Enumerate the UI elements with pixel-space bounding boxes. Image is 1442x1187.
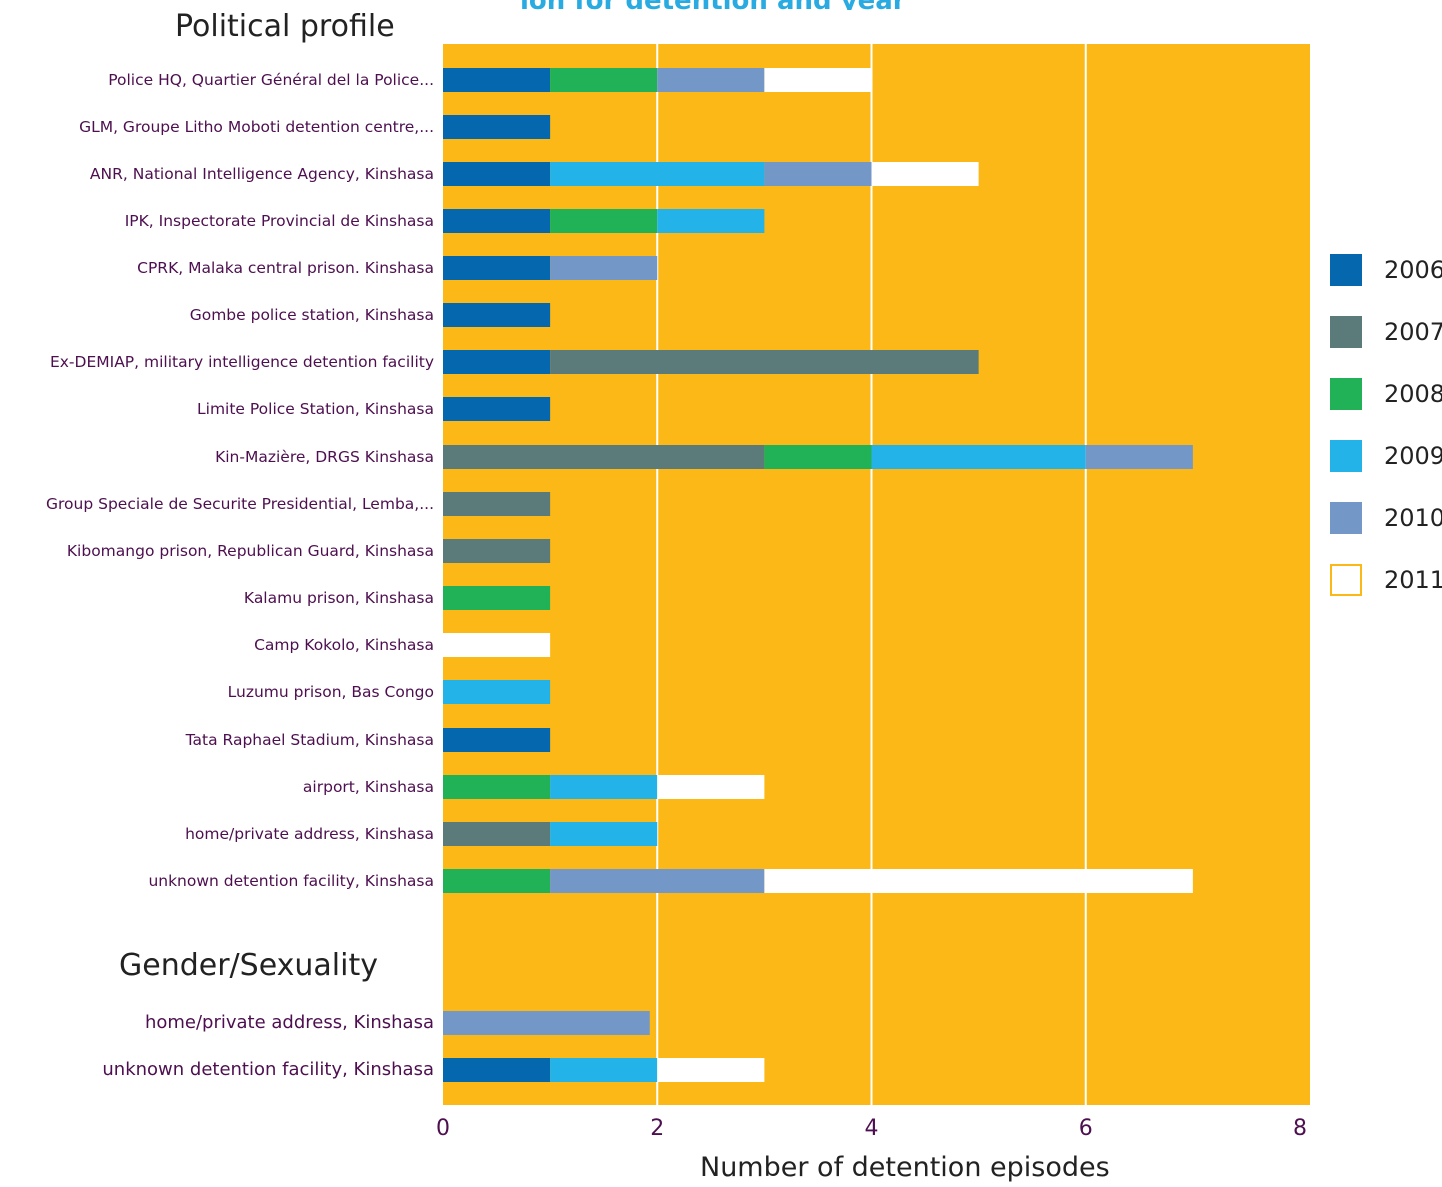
legend-label: 2009: [1384, 442, 1442, 470]
legend-swatch: [1330, 502, 1362, 534]
bar-segment-2006: [443, 162, 551, 186]
legend-label: 2011: [1384, 566, 1442, 594]
group-title: Gender/Sexuality: [119, 948, 378, 983]
row-label: Tata Raphael Stadium, Kinshasa: [185, 731, 434, 749]
bar-segment-2009: [550, 1058, 658, 1082]
bar-segment-2006: [443, 303, 551, 327]
row-label: Limite Police Station, Kinshasa: [197, 400, 434, 418]
group-title: Political profile: [175, 9, 395, 44]
bar-segment-2007: [443, 822, 551, 846]
bar-segment-2010: [550, 256, 658, 280]
legend-swatch: [1330, 378, 1362, 410]
bar-segment-2010: [550, 869, 765, 893]
bar-segment-2006: [443, 1058, 551, 1082]
legend-label: 2007: [1384, 318, 1442, 346]
bar-segment-2008: [443, 586, 551, 610]
chart-title: ion for detention and year: [520, 0, 940, 10]
legend-swatch: [1330, 564, 1362, 596]
x-tick-label: 2: [650, 1116, 665, 1141]
x-axis-title: Number of detention episodes: [700, 1152, 1110, 1183]
bar-segment-2006: [443, 728, 551, 752]
bar-segment-2008: [443, 775, 551, 799]
legend-label: 2006: [1384, 256, 1442, 284]
bar-segment-2011: [657, 1058, 765, 1082]
bar-segment-2010: [443, 1011, 650, 1035]
row-label: Kibomango prison, Republican Guard, Kins…: [66, 542, 434, 560]
row-label: GLM, Groupe Litho Moboti detention centr…: [79, 118, 434, 136]
bar-segment-2006: [443, 256, 551, 280]
bar-segment-2007: [443, 539, 551, 563]
bar-segment-2009: [657, 209, 765, 233]
bar-segment-2006: [443, 397, 551, 421]
legend-label: 2008: [1384, 380, 1442, 408]
bar-segment-2011: [764, 68, 872, 92]
x-tick-label: 0: [436, 1116, 450, 1141]
bar-segment-2009: [443, 680, 551, 704]
plot-background: [443, 44, 1310, 1105]
row-label: unknown detention facility, Kinshasa: [148, 872, 434, 890]
bar-segment-2011: [443, 633, 551, 657]
row-label: ANR, National Intelligence Agency, Kinsh…: [89, 165, 434, 183]
bar-segment-2007: [443, 445, 765, 469]
bar-segment-2011: [764, 869, 1193, 893]
row-label: Kin-Mazière, DRGS Kinshasa: [215, 448, 434, 466]
bar-segment-2006: [443, 115, 551, 139]
bar-segment-2006: [443, 68, 551, 92]
row-label: CPRK, Malaka central prison. Kinshasa: [137, 259, 434, 277]
bar-segment-2009: [550, 162, 765, 186]
bar-segment-2011: [657, 775, 765, 799]
row-label: home/private address, Kinshasa: [185, 825, 434, 843]
row-label: unknown detention facility, Kinshasa: [102, 1059, 434, 1080]
bar-segment-2006: [443, 209, 551, 233]
row-label: Gombe police station, Kinshasa: [189, 306, 434, 324]
row-label: airport, Kinshasa: [302, 778, 434, 796]
bar-segment-2010: [1085, 445, 1193, 469]
row-label: Luzumu prison, Bas Congo: [227, 683, 434, 701]
row-label: IPK, Inspectorate Provincial de Kinshasa: [124, 212, 434, 230]
bar-segment-2007: [550, 350, 979, 374]
x-tick-label: 6: [1078, 1116, 1093, 1141]
bar-segment-2009: [550, 775, 658, 799]
bar-segment-2008: [550, 68, 658, 92]
bar-segment-2006: [443, 350, 551, 374]
bar-segment-2010: [764, 162, 872, 186]
bar-segment-2007: [443, 492, 551, 516]
bar-segment-2010: [657, 68, 765, 92]
x-tick-label: 8: [1293, 1116, 1307, 1141]
bar-segment-2011: [871, 162, 979, 186]
bar-segment-2008: [550, 209, 658, 233]
legend-swatch: [1330, 254, 1362, 286]
bar-segment-2009: [550, 822, 658, 846]
row-label: home/private address, Kinshasa: [144, 1012, 434, 1033]
legend-swatch: [1330, 316, 1362, 348]
row-label: Ex-DEMIAP, military intelligence detenti…: [49, 353, 434, 371]
bar-segment-2009: [871, 445, 1086, 469]
row-label: Group Speciale de Securite Presidential,…: [46, 495, 434, 513]
row-label: Camp Kokolo, Kinshasa: [254, 636, 434, 654]
legend-label: 2010: [1384, 504, 1442, 532]
legend-swatch: [1330, 440, 1362, 472]
bar-segment-2008: [764, 445, 872, 469]
row-label: Police HQ, Quartier Général del la Polic…: [108, 71, 434, 89]
row-label: Kalamu prison, Kinshasa: [243, 589, 434, 607]
bar-segment-2008: [443, 869, 551, 893]
x-tick-label: 4: [864, 1116, 879, 1141]
